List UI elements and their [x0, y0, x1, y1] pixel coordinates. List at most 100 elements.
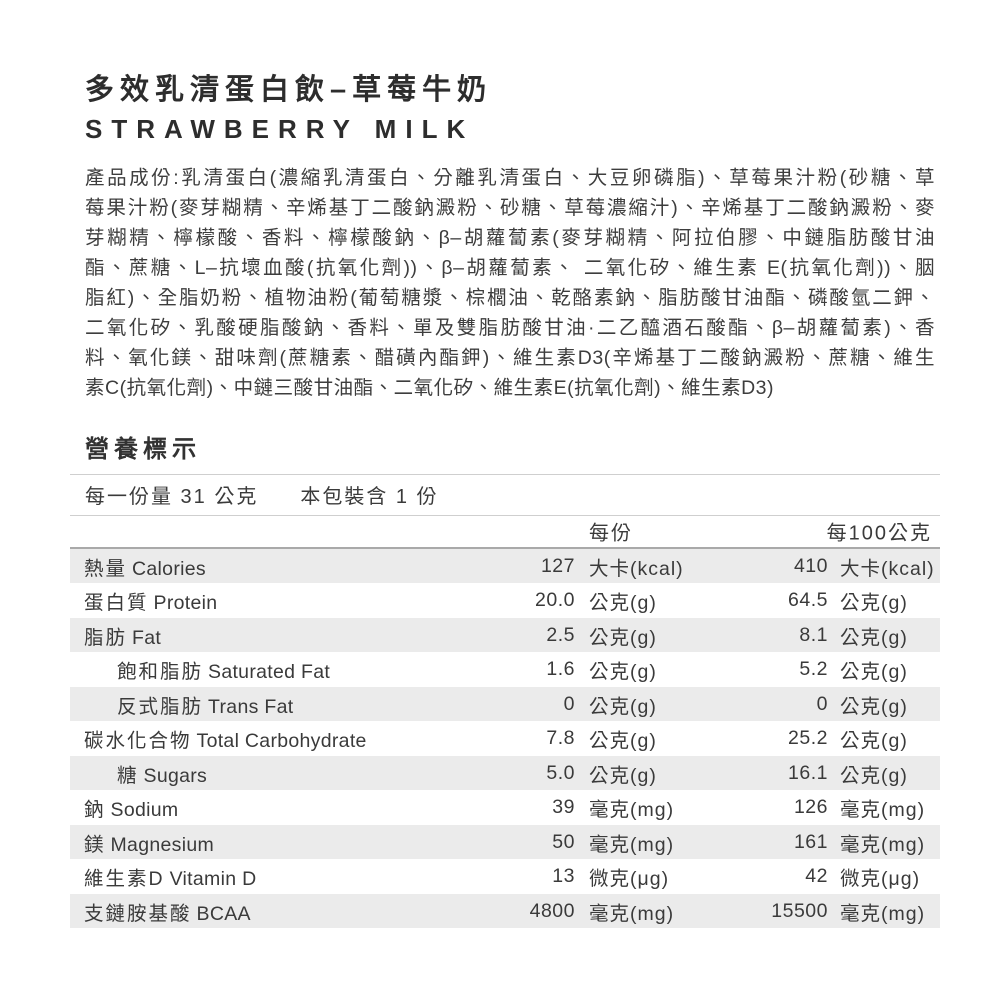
row-label-en: Trans Fat — [208, 695, 294, 718]
ingredient-line: 素C(抗氧化劑)、中鏈三酸甘油酯、二氧化矽、維生素E(抗氧化劑)、維生素D3) — [85, 376, 774, 399]
row-label: 鈉 Sodium — [70, 793, 455, 822]
row-label: 鎂 Magnesium — [70, 828, 455, 857]
row-unit-per-100g: 公克(g) — [840, 661, 908, 684]
column-header-per-100g: 每100公克 — [826, 522, 932, 545]
row-value-per-serving: 50 — [552, 830, 575, 853]
row-value-per-serving: 5.0 — [546, 761, 575, 784]
row-label-en: Saturated Fat — [208, 661, 331, 684]
row-unit-per-100g: 微克(μg) — [840, 868, 921, 891]
nutrition-table: 熱量 Calories 127 大卡(kcal) 410 大卡(kcal) 蛋白質… — [70, 548, 940, 929]
ingredient-line: 料、氧化鎂、甜味劑(蔗糖素、醋磺內酯鉀)、維生素D3(辛烯基丁二酸鈉澱粉、蔗糖、… — [85, 346, 935, 369]
row-unit-per-100g: 毫克(mg) — [840, 902, 926, 925]
row-label-en: Fat — [132, 626, 162, 649]
row-value-per-serving: 7.8 — [546, 727, 575, 750]
row-label-en: Vitamin D — [169, 868, 257, 891]
table-row: 熱量 Calories 127 大卡(kcal) 410 大卡(kcal) — [70, 548, 940, 584]
row-label-zh: 鈉 — [84, 799, 106, 822]
column-header-per-serving: 每份 — [589, 522, 633, 545]
table-header: 每份 每100公克 — [70, 516, 940, 549]
row-label: 碳水化合物 Total Carbohydrate — [70, 724, 455, 753]
row-label-en: Sodium — [110, 799, 179, 822]
row-unit-per-100g: 公克(g) — [840, 730, 908, 753]
row-unit-per-100g: 公克(g) — [840, 626, 908, 649]
table-row: 反式脂肪 Trans Fat 0 公克(g) 0 公克(g) — [70, 686, 940, 722]
row-label: 反式脂肪 Trans Fat — [70, 690, 455, 719]
row-unit-per-100g: 毫克(mg) — [840, 833, 926, 856]
table-row: 鎂 Magnesium 50 毫克(mg) 161 毫克(mg) — [70, 824, 940, 860]
row-label-zh: 飽和脂肪 — [117, 661, 204, 684]
row-label-zh: 反式脂肪 — [117, 695, 204, 718]
serving-info: 每一份量 31 公克 本包裝含 1 份 — [70, 475, 940, 515]
ingredient-line: 芽糊精、檸檬酸、香料、檸檬酸鈉、β–胡蘿蔔素(麥芽糊精、阿拉伯膠、中鏈脂肪酸甘油 — [85, 226, 935, 249]
table-row: 維生素D Vitamin D 13 微克(μg) 42 微克(μg) — [70, 859, 940, 894]
row-unit-per-serving: 公克(g) — [589, 764, 657, 787]
row-value-per-serving: 127 — [540, 554, 575, 577]
row-value-per-100g: 0 — [816, 692, 828, 715]
table-row: 碳水化合物 Total Carbohydrate 7.8 公克(g) 25.2 公… — [70, 721, 940, 756]
row-unit-per-serving: 大卡(kcal) — [589, 557, 684, 580]
row-value-per-serving: 13 — [552, 865, 575, 888]
row-unit-per-serving: 毫克(mg) — [589, 833, 675, 856]
row-value-per-100g: 5.2 — [799, 658, 828, 681]
table-row: 糖 Sugars 5.0 公克(g) 16.1 公克(g) — [70, 755, 940, 791]
ingredient-line: 酯、蔗糖、L–抗壞血酸(抗氧化劑))、β–胡蘿蔔素、 二氧化矽、維生素 E(抗氧… — [85, 256, 935, 279]
row-label-en: Calories — [132, 557, 206, 580]
servings-per-pack: 本包裝含 1 份 — [300, 486, 439, 509]
ingredients-paragraph: 產品成份:乳清蛋白(濃縮乳清蛋白、分離乳清蛋白、大豆卵磷脂)、草莓果汁粉(砂糖、… — [85, 163, 935, 403]
row-unit-per-100g: 公克(g) — [840, 592, 908, 615]
row-label-zh: 糖 — [117, 764, 139, 787]
row-unit-per-serving: 公克(g) — [589, 730, 657, 753]
row-label-zh: 鎂 — [84, 833, 106, 856]
row-value-per-serving: 39 — [552, 796, 575, 819]
row-unit-per-serving: 公克(g) — [589, 661, 657, 684]
ingredient-line: 脂紅)、全脂奶粉、植物油粉(葡萄糖漿、棕櫚油、乾酪素鈉、脂肪酸甘油酯、磷酸氫二鉀… — [85, 286, 935, 309]
row-value-per-100g: 161 — [793, 830, 828, 853]
row-unit-per-serving: 毫克(mg) — [589, 902, 675, 925]
row-unit-per-serving: 毫克(mg) — [589, 799, 675, 822]
table-row: 脂肪 Fat 2.5 公克(g) 8.1 公克(g) — [70, 617, 940, 653]
row-value-per-serving: 2.5 — [546, 623, 575, 646]
row-label: 熱量 Calories — [70, 552, 455, 581]
row-label: 維生素D Vitamin D — [70, 862, 455, 891]
page-subtitle: STRAWBERRY MILK — [85, 113, 475, 144]
row-label-en: Sugars — [143, 764, 208, 787]
ingredient-line: 產品成份:乳清蛋白(濃縮乳清蛋白、分離乳清蛋白、大豆卵磷脂)、草莓果汁粉(砂糖、… — [85, 166, 935, 189]
row-unit-per-100g: 公克(g) — [840, 695, 908, 718]
divider — [70, 473, 940, 475]
row-value-per-100g: 42 — [805, 865, 828, 888]
row-label: 支鏈胺基酸 BCAA — [70, 897, 455, 926]
row-value-per-100g: 25.2 — [788, 727, 828, 750]
table-row: 支鏈胺基酸 BCAA 4800 毫克(mg) 15500 毫克(mg) — [70, 893, 940, 929]
row-label-zh: 碳水化合物 — [84, 730, 192, 753]
row-value-per-serving: 1.6 — [546, 658, 575, 681]
divider — [70, 514, 940, 516]
row-unit-per-100g: 毫克(mg) — [840, 799, 926, 822]
row-label-en: Magnesium — [110, 833, 215, 856]
row-value-per-serving: 20.0 — [535, 589, 575, 612]
serving-size: 每一份量 31 公克 — [85, 486, 259, 509]
table-row: 鈉 Sodium 39 毫克(mg) 126 毫克(mg) — [70, 790, 940, 825]
table-row: 蛋白質 Protein 20.0 公克(g) 64.5 公克(g) — [70, 583, 940, 618]
row-value-per-100g: 126 — [793, 796, 828, 819]
row-value-per-serving: 4800 — [529, 899, 575, 922]
nutrition-heading: 營養標示 — [85, 435, 201, 463]
row-value-per-100g: 16.1 — [788, 761, 828, 784]
row-unit-per-serving: 公克(g) — [589, 695, 657, 718]
row-value-per-100g: 8.1 — [799, 623, 828, 646]
row-unit-per-serving: 公克(g) — [589, 626, 657, 649]
row-unit-per-serving: 微克(μg) — [589, 868, 670, 891]
label-content: 多效乳清蛋白飲–草莓牛奶 STRAWBERRY MILK 產品成份:乳清蛋白(濃… — [70, 72, 940, 929]
row-value-per-100g: 64.5 — [788, 589, 828, 612]
row-value-per-100g: 15500 — [771, 899, 828, 922]
row-unit-per-100g: 公克(g) — [840, 764, 908, 787]
row-label: 蛋白質 Protein — [70, 586, 455, 615]
row-unit-per-100g: 大卡(kcal) — [840, 557, 935, 580]
row-label-zh: 維生素D — [84, 868, 165, 891]
row-label-en: Total Carbohydrate — [196, 730, 367, 753]
row-label-zh: 熱量 — [84, 557, 128, 580]
table-row: 飽和脂肪 Saturated Fat 1.6 公克(g) 5.2 公克(g) — [70, 652, 940, 687]
page-title: 多效乳清蛋白飲–草莓牛奶 — [85, 74, 493, 106]
row-label-zh: 蛋白質 — [84, 592, 149, 615]
row-label-zh: 支鏈胺基酸 — [84, 902, 192, 925]
